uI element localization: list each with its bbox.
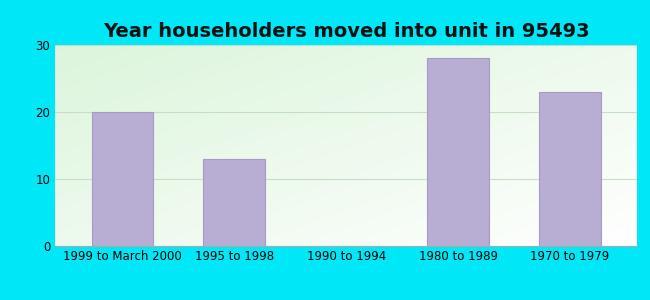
Title: Year householders moved into unit in 95493: Year householders moved into unit in 954… [103,22,590,41]
Bar [427,58,489,246]
Bar [92,112,153,246]
Bar [539,92,601,246]
Bar [203,159,265,246]
